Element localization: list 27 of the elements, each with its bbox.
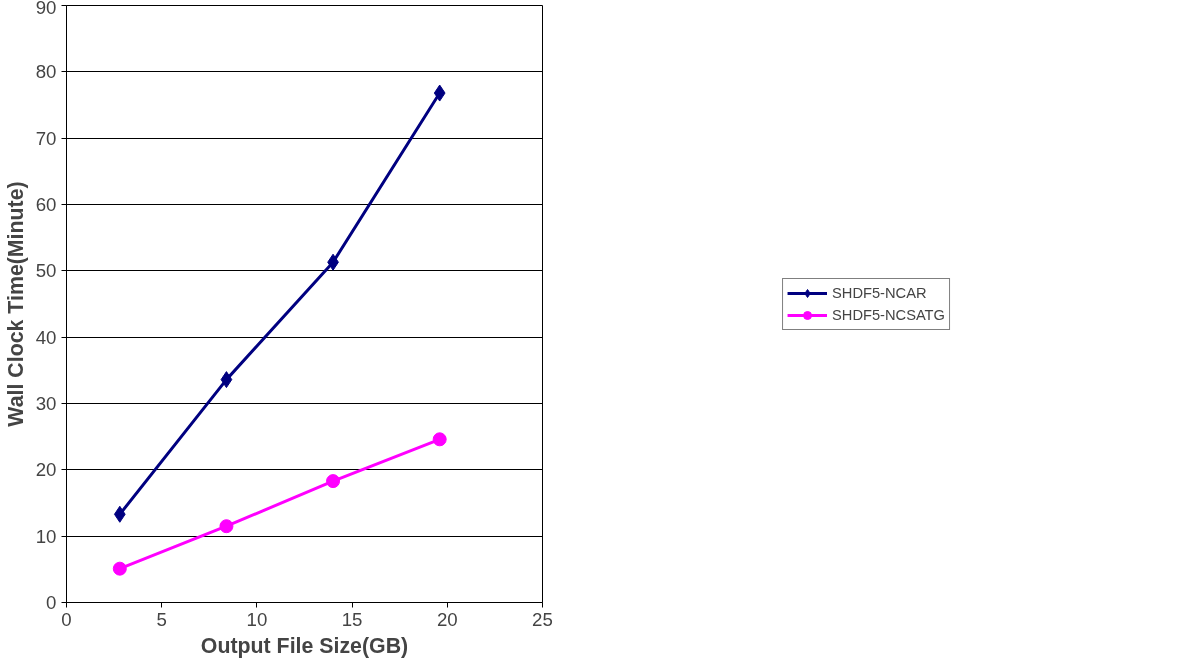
y-axis-title: Wall Clock Time(Minute) bbox=[3, 181, 28, 427]
y-tick-label: 20 bbox=[35, 459, 57, 481]
y-tick-label: 10 bbox=[35, 525, 57, 547]
point bbox=[113, 505, 126, 523]
y-tick-label: 40 bbox=[35, 326, 57, 348]
point bbox=[433, 84, 446, 102]
x-tick-label: 10 bbox=[246, 608, 268, 630]
point bbox=[219, 519, 234, 534]
y-tick-label: 90 bbox=[35, 0, 57, 18]
x-tick-label: 5 bbox=[156, 608, 167, 630]
x-tick-label: 25 bbox=[532, 608, 553, 630]
y-tick-label: 30 bbox=[35, 393, 57, 414]
x-tick-label: 0 bbox=[61, 608, 72, 630]
y-tick-label: 60 bbox=[35, 194, 57, 215]
y-tick-label: 50 bbox=[35, 260, 57, 282]
legend-label: SHDF5-NCAR bbox=[832, 284, 927, 301]
point bbox=[326, 474, 341, 489]
point bbox=[432, 432, 447, 447]
point bbox=[112, 561, 127, 576]
x-tick-label: 15 bbox=[341, 608, 363, 630]
legend-label: SHDF5-NCSATG bbox=[832, 306, 945, 323]
y-tick-label: 70 bbox=[35, 127, 57, 149]
x-tick-label: 20 bbox=[436, 608, 458, 630]
y-tick-label: 80 bbox=[35, 61, 57, 83]
y-tick-label: 0 bbox=[46, 592, 57, 613]
point bbox=[220, 371, 233, 389]
x-axis-title: Output File Size(GB) bbox=[200, 633, 409, 658]
